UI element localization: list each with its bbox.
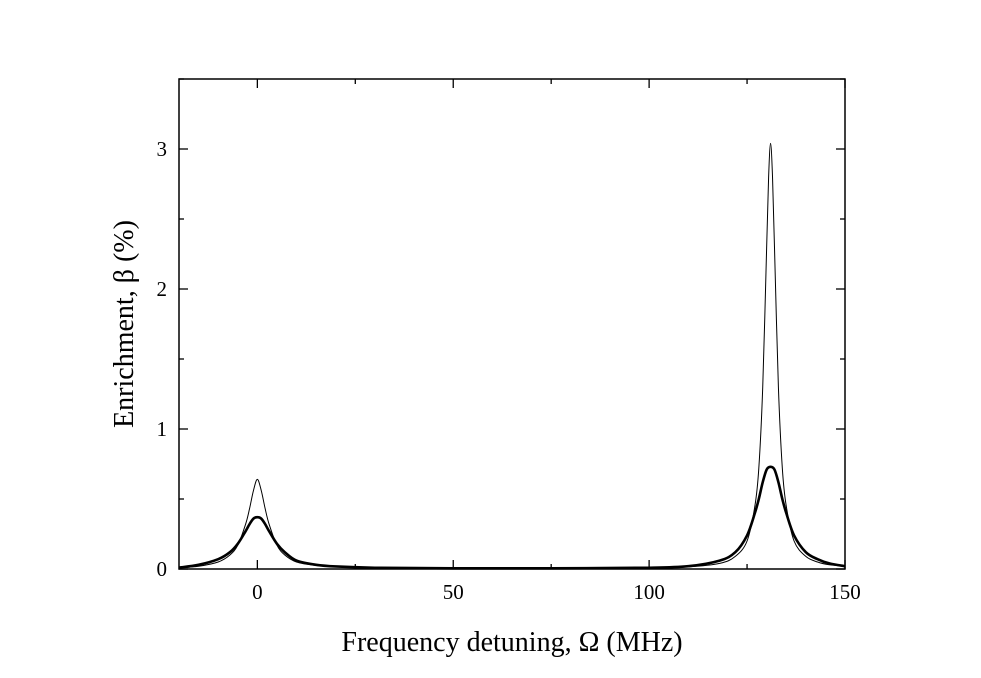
x-tick-label: 50 [443,580,464,604]
x-tick-label: 100 [633,580,665,604]
tick-labels-layer: 0 50 100 150 0 1 2 3 [157,137,861,604]
ticks-layer [179,78,846,570]
y-tick-label: 2 [157,277,168,301]
series-line-thin [178,142,846,569]
series-layer [178,142,846,570]
x-axis-label: Frequency detuning, Ω (MHz) [341,627,682,658]
y-tick-label: 0 [157,557,168,581]
y-tick-label: 1 [157,417,168,441]
y-axis-label: Enrichment, β (%) [109,220,140,428]
x-tick-label: 0 [252,580,263,604]
y-tick-label: 3 [157,137,168,161]
series-line-thick [178,465,846,570]
axes-frame [178,78,846,570]
x-tick-label: 150 [829,580,861,604]
